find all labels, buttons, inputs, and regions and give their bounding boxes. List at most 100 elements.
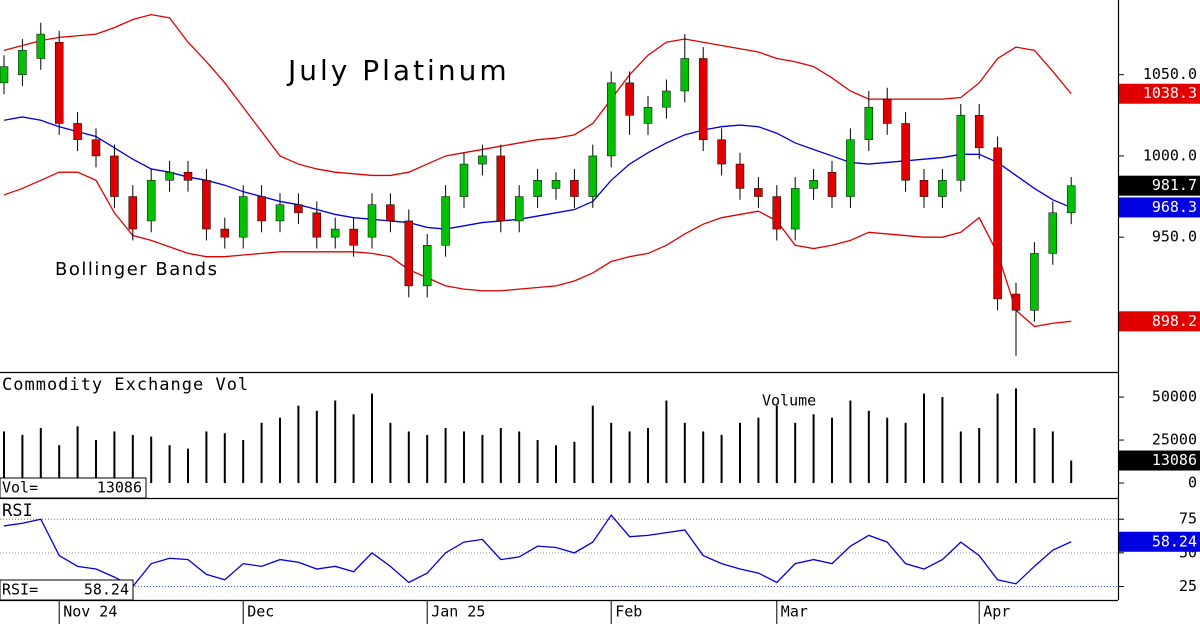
volume-bar (591, 405, 594, 484)
candle-body (202, 180, 211, 230)
candle-body (220, 228, 230, 238)
band-line (3, 116, 1072, 230)
value-badge-label: 968.3 (1152, 198, 1197, 216)
band-line (3, 171, 1072, 328)
volume-bar (426, 434, 429, 484)
value-badge (1119, 450, 1200, 471)
value-badge-label: 981.7 (1152, 176, 1197, 194)
candle-body (238, 196, 248, 238)
candle-body (441, 196, 450, 246)
y-tick-label: 25000 (1152, 431, 1197, 449)
candle-body (993, 147, 1002, 300)
volume-bar (444, 428, 447, 484)
candle-body (294, 204, 303, 214)
band-line (3, 13, 1072, 177)
candle-body (110, 155, 119, 197)
volume-bar (315, 410, 318, 484)
candle-body (330, 228, 340, 238)
candle-body (606, 82, 616, 157)
candle-body (91, 139, 101, 157)
candle-body (533, 180, 542, 197)
volume-bar (39, 428, 42, 484)
candle-body (54, 41, 64, 124)
candle-body (809, 180, 818, 189)
chart-title: July Platinum (286, 54, 510, 87)
candle-body (974, 115, 984, 149)
volume-bar (1070, 460, 1073, 484)
volume-bar (794, 422, 797, 484)
candle-body (1030, 253, 1039, 311)
volume-bar (1015, 388, 1017, 484)
volume-bar (187, 448, 189, 484)
candle-body (36, 33, 46, 59)
y-tick-label: 75 (1179, 510, 1197, 528)
volume-bar (168, 445, 171, 484)
volume-bar (683, 422, 686, 484)
y-tick-label: 25 (1179, 577, 1197, 595)
candle-body (919, 180, 929, 197)
candle-body (643, 106, 653, 124)
x-tick-label: Dec (247, 603, 274, 621)
volume-bar (297, 405, 300, 484)
candle-body (901, 123, 910, 181)
volume-bar (242, 440, 245, 484)
volume-bar (941, 397, 944, 484)
volume-bar (389, 422, 392, 484)
candle-body (772, 196, 782, 230)
value-badge (1119, 531, 1200, 552)
value-badge-label: 13086 (1152, 451, 1197, 469)
candle-body (478, 155, 487, 165)
volume-bar (260, 422, 263, 484)
volume-bar (371, 393, 373, 484)
volume-bar (831, 417, 833, 484)
candle-body (312, 212, 322, 238)
value-badge-label: 58.24 (1152, 532, 1197, 550)
volume-bar (481, 434, 484, 484)
volume-bar (812, 414, 815, 484)
volume-bar (775, 405, 778, 484)
volume-bar (610, 422, 613, 484)
candle-body (386, 204, 395, 222)
candle-body (183, 171, 193, 181)
volume-bar (923, 393, 925, 484)
candle-body (18, 50, 27, 75)
readout-label: Vol= (2, 479, 38, 497)
value-badge (1119, 197, 1200, 218)
candle-body (754, 188, 763, 197)
volume-bar (665, 400, 668, 484)
candle-body (1011, 293, 1021, 311)
candle-body (0, 66, 9, 84)
volume-bar (555, 445, 557, 484)
volume-bar (904, 422, 907, 484)
annotation: Bollinger Bands (55, 259, 219, 280)
volume-bar (959, 431, 962, 484)
volume-bar (978, 428, 981, 484)
volume-bar (849, 400, 852, 484)
candle-body (551, 180, 561, 189)
x-tick-label: Jan 25 (431, 603, 485, 621)
volume-bar (518, 431, 521, 484)
candle-body (1048, 212, 1058, 254)
volume-bar (21, 434, 24, 484)
volume-bar (757, 417, 760, 484)
volume-bar (996, 393, 999, 484)
candle-body (422, 245, 432, 287)
volume-bar (647, 428, 649, 484)
volume-bar (113, 431, 116, 484)
x-tick-label: Apr (983, 603, 1010, 621)
candle-body (717, 139, 726, 165)
volume-bar (720, 434, 723, 484)
rsi-line (3, 514, 1072, 588)
value-badge-label: 1038.3 (1143, 84, 1197, 102)
y-tick-label: 0 (1188, 474, 1197, 492)
candle-body (625, 82, 634, 116)
y-tick-label: 1050.0 (1143, 65, 1197, 83)
candle-body (146, 180, 156, 222)
volume-bar (499, 428, 502, 484)
y-tick-label: 1000.0 (1143, 146, 1197, 164)
panel-title: Commodity Exchange Vol (2, 375, 249, 395)
volume-bar (205, 431, 208, 484)
candle-body (956, 115, 966, 181)
volume-bar (573, 441, 576, 484)
